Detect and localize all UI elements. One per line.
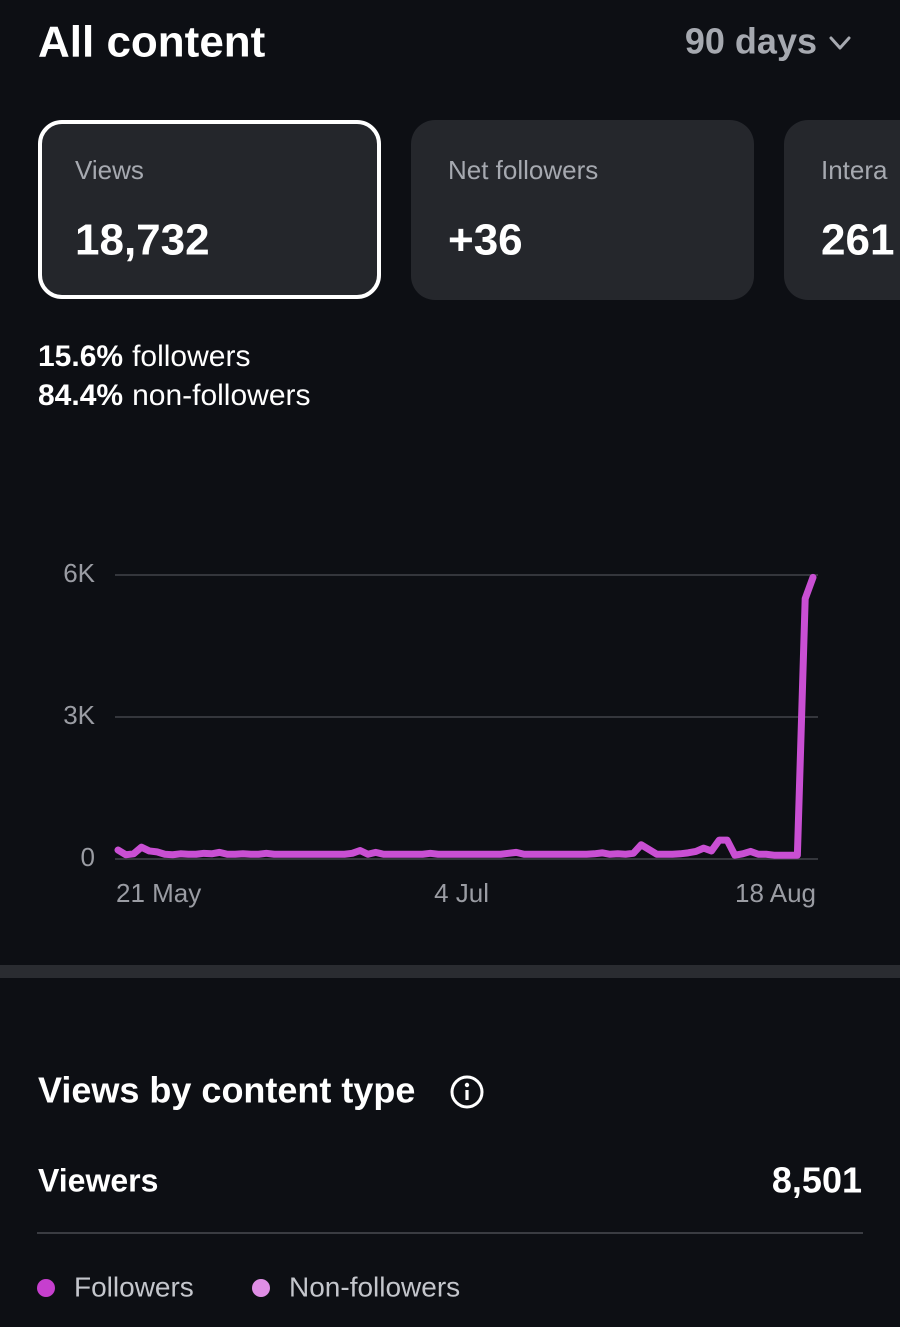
info-dot [464,1082,470,1088]
legend-label: Non-followers [289,1271,460,1302]
share-label: followers [132,340,250,373]
legend-dot [252,1279,270,1297]
x-tick-label: 21 May [116,878,201,908]
metric-value: 8,501 [772,1160,862,1201]
legend-label: Followers [74,1271,194,1302]
views-line [114,573,817,859]
period-select[interactable]: 90 days [685,21,817,62]
card-interactions[interactable] [784,120,900,300]
divider-band [0,965,900,978]
audience-line: 84.4% non-followers [38,379,311,412]
x-tick-label: 18 Aug [735,878,816,908]
legend-dot [37,1279,55,1297]
chart: 0 3K 6K 21 May 4 Jul 18 Aug [63,558,818,908]
metric-label: Viewers [38,1162,158,1198]
section-title: Views by content type [38,1070,415,1111]
card-label: Net followers [448,155,598,185]
audience-line: 15.6% followers [38,340,250,373]
card-value: 18,732 [75,216,210,265]
page-title: All content [38,18,266,67]
card-views[interactable] [38,120,381,299]
info-icon[interactable] [450,1075,484,1109]
chevron[interactable] [829,36,851,50]
legend: Followers Non-followers [37,1271,460,1302]
share-label: non-followers [132,379,310,412]
card-value: +36 [448,216,523,265]
x-tick-label: 4 Jul [434,878,489,908]
y-tick-label: 3K [63,700,95,730]
card-label: Views [75,155,144,185]
card-value: 261 [821,216,894,265]
y-tick-label: 6K [63,558,95,588]
y-tick-label: 0 [81,842,95,872]
card-label: Intera [821,155,888,185]
card-followers[interactable] [411,120,754,300]
share: 84.4% [38,379,123,412]
share: 15.6% [38,340,123,373]
